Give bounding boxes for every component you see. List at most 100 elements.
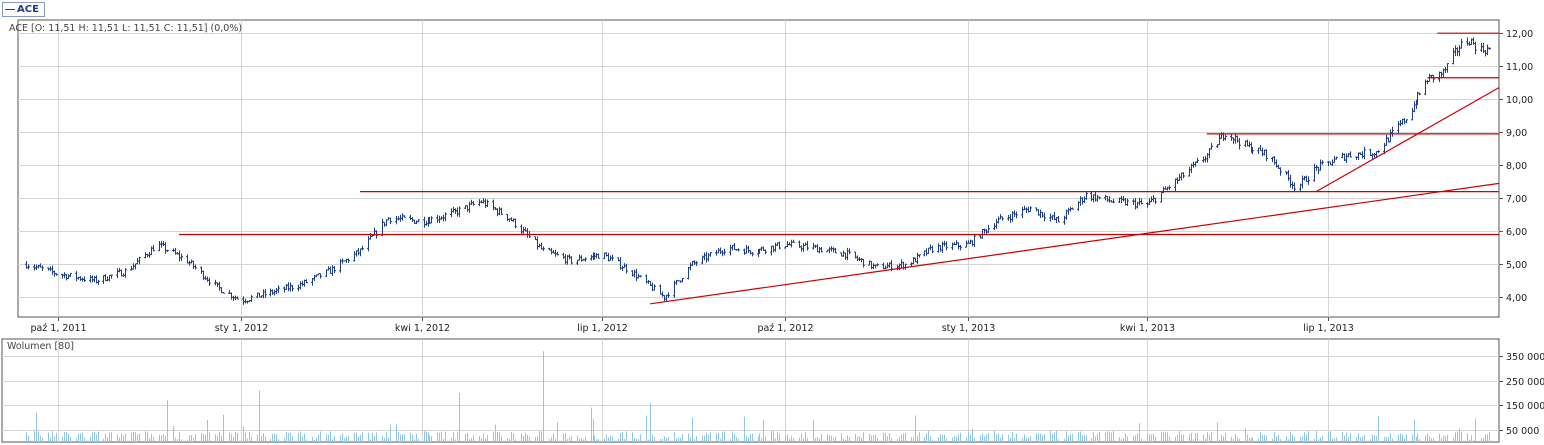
x-axis: paź 1, 2011 sty 1, 2012 kwi 1, 2012 lip 1, … [30, 317, 1354, 334]
price-y-axis: 4,00 5,00 6,00 7,00 8,00 9,00 10,00 11,00 12,00 [1499, 29, 1533, 304]
ohlc-bar [166, 249, 169, 253]
ohlc-bar [361, 245, 364, 251]
x-tick-label: kwi 1, 2013 [1120, 323, 1175, 334]
ohlc-bar [1391, 126, 1394, 137]
ohlc-bar [1029, 206, 1032, 212]
ohlc-bar [1001, 216, 1004, 221]
ohlc-bar [194, 264, 197, 270]
ohlc-bar [430, 216, 433, 224]
ohlc-bar [124, 268, 127, 278]
x-tick-label: sty 1, 2012 [215, 323, 269, 334]
ohlc-bar [1349, 151, 1352, 158]
y-tick-label: 10,00 [1506, 95, 1533, 106]
ohlc-bar [277, 285, 280, 294]
ohlc-bar [1140, 198, 1143, 205]
ohlc-bar [1224, 134, 1227, 141]
ohlc-bar [959, 244, 962, 251]
y-tick-label: 9,00 [1506, 128, 1527, 139]
volume-info: Wolumen [80] [7, 341, 74, 352]
ohlc-bar [597, 253, 600, 259]
y-tick-label: 12,00 [1506, 29, 1533, 40]
ohlc-bar [876, 263, 879, 267]
ohlc-bar [931, 245, 934, 254]
ohlc-bar [291, 284, 294, 292]
ohlc-bar [973, 233, 976, 247]
ohlc-bar [639, 275, 642, 278]
ohlc-bar [138, 256, 141, 265]
ohlc-bar [848, 248, 851, 255]
ohlc-bar [389, 217, 392, 224]
ohlc-bar [319, 273, 322, 279]
ohlc-bar [486, 199, 489, 207]
ohlc-bar [1446, 63, 1449, 73]
ohlc-bar [667, 292, 670, 299]
trend-line[interactable] [1315, 87, 1500, 193]
ohlc-bar [472, 201, 475, 206]
volume-panel: 50 000 150 000 250 000 350 000 Wolumen [80] [1, 338, 1544, 443]
ohlc-bar [208, 277, 211, 286]
x-tick-label: paź 1, 2011 [30, 323, 86, 334]
ohlc-bar [862, 258, 865, 268]
y-tick-label: 50 000 [1506, 426, 1539, 437]
ohlc-bar [1071, 207, 1074, 210]
ohlc-bar [1015, 211, 1018, 219]
ohlc-bar [806, 240, 809, 251]
volume-panel-frame [1, 338, 1500, 443]
ohlc-bar [820, 246, 823, 253]
ohlc-bar [1182, 172, 1185, 179]
ohlc-bar [737, 248, 740, 252]
y-tick-label: 150 000 [1506, 401, 1544, 412]
ohlc-bar [764, 249, 767, 255]
ohlc-bar [444, 212, 447, 222]
ohlc-bar [97, 279, 100, 286]
ohlc-bar [987, 224, 990, 234]
ohlc-bar [1321, 160, 1324, 165]
ohlc-bar [1293, 182, 1296, 193]
ohlc-bar [1043, 212, 1046, 222]
ohlc-bar [236, 296, 239, 300]
ohlc-bar [458, 206, 461, 217]
x-tick-label: lip 1, 2012 [577, 323, 628, 334]
ohlc-bar [542, 246, 545, 251]
legend-line-swatch [5, 9, 15, 10]
ohlc-bar [417, 219, 420, 223]
ohlc-bar [1279, 167, 1282, 176]
ohlc-bar [1418, 92, 1421, 96]
ohlc-bar [709, 252, 712, 257]
ohlc-bar [681, 277, 684, 283]
ohlc-bar [556, 251, 559, 256]
trendlines [179, 32, 1500, 305]
ohlc-bar [264, 289, 267, 298]
ohlc-bar [695, 260, 698, 266]
ohlc-bar [305, 279, 308, 284]
ohlc-bar [584, 257, 587, 262]
ohlc-bar [918, 254, 921, 258]
x-tick-label: paź 1, 2012 [757, 323, 813, 334]
ohlc-bar [152, 244, 155, 252]
ohlc-bar [110, 274, 113, 279]
ohlc-bar [1488, 47, 1491, 50]
ohlc-bar [347, 258, 350, 263]
ohlc-bar [1405, 119, 1408, 124]
y-tick-label: 7,00 [1506, 194, 1527, 205]
y-tick-label: 250 000 [1506, 377, 1544, 388]
ohlc-bar [250, 295, 253, 303]
ohlc-bar [1112, 198, 1115, 204]
ohlc-bar [180, 253, 183, 262]
volume-grid [2, 339, 1499, 442]
ohlc-bar [945, 241, 948, 251]
ohlc-bar [83, 276, 86, 282]
ohlc-bar [1168, 185, 1171, 190]
legend-label: ACE [17, 4, 39, 15]
ohlc-bar [69, 272, 72, 278]
trend-line[interactable] [650, 182, 1500, 305]
ohlc-bar [1057, 215, 1060, 223]
y-tick-label: 350 000 [1506, 352, 1544, 363]
ohlc-bar [1085, 191, 1088, 200]
ohlc-bar [1363, 146, 1366, 160]
legend-box[interactable]: ACE [2, 2, 45, 17]
ohlc-bar [1210, 142, 1213, 150]
x-tick-label: sty 1, 2013 [942, 323, 996, 334]
x-tick-label: kwi 1, 2012 [395, 323, 450, 334]
